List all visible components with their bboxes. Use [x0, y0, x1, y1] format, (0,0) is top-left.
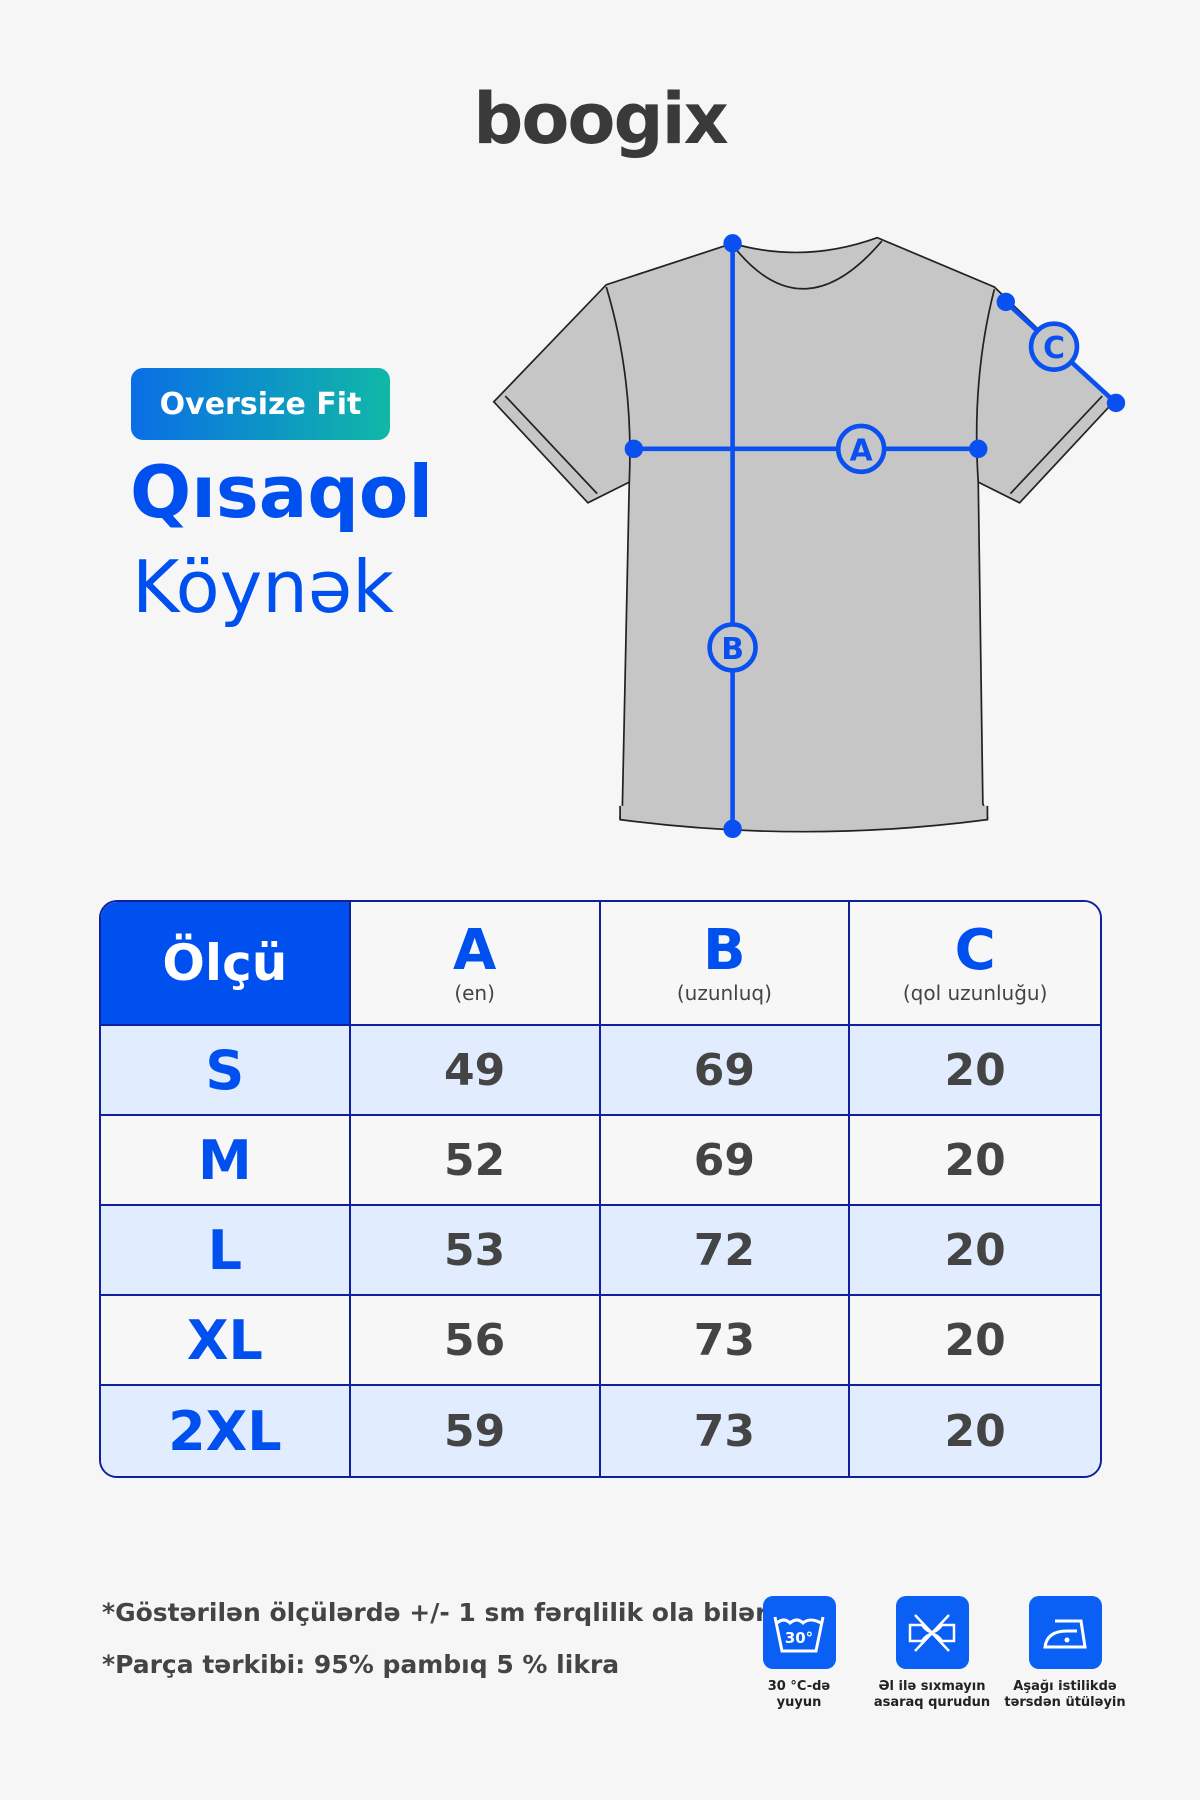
fit-badge: Oversize Fit — [131, 368, 390, 440]
cell-a: 52 — [350, 1116, 601, 1206]
table-header: Ölçü A (en) B (uzunluq) C (qol uzunluğu) — [101, 902, 1100, 1026]
label-a: A — [850, 433, 873, 468]
cell-a: 49 — [350, 1026, 601, 1116]
cell-c: 20 — [850, 1386, 1100, 1476]
care-iron: Aşağı istilikdə tərsdən ütüləyin — [990, 1596, 1140, 1711]
cell-a: 53 — [350, 1206, 601, 1296]
label-c: C — [1043, 331, 1065, 366]
size-cell: 2XL — [101, 1386, 351, 1476]
cell-c: 20 — [850, 1026, 1100, 1116]
table-row: S 49 69 20 — [101, 1026, 1100, 1116]
care-wash: 30° 30 °C-də yuyun — [724, 1596, 874, 1711]
size-header: Ölçü — [101, 902, 351, 1026]
brand-logo: boogix — [473, 78, 729, 160]
cell-c: 20 — [850, 1206, 1100, 1296]
size-cell: S — [101, 1026, 351, 1116]
cell-b: 69 — [600, 1116, 851, 1206]
col-a-header: A (en) — [350, 902, 601, 1026]
cell-c: 20 — [850, 1116, 1100, 1206]
cell-c: 20 — [850, 1296, 1100, 1386]
cell-b: 72 — [600, 1206, 851, 1296]
cell-b: 73 — [600, 1296, 851, 1386]
tshirt-body — [492, 236, 1115, 819]
product-subtitle: Köynək — [132, 545, 394, 629]
cell-a: 59 — [350, 1386, 601, 1476]
product-title: Qısaqol — [130, 450, 434, 534]
cell-b: 73 — [600, 1386, 851, 1476]
table-row: L 53 72 20 — [101, 1206, 1100, 1296]
cell-b: 69 — [600, 1026, 851, 1116]
care-wring: Əl ilə sıxmayın asaraq qurudun — [857, 1596, 1007, 1711]
table-row: M 52 69 20 — [101, 1116, 1100, 1206]
cell-a: 56 — [350, 1296, 601, 1386]
fabric-note: *Parça tərkibi: 95% pambıq 5 % likra — [102, 1650, 620, 1679]
col-b-header: B (uzunluq) — [600, 902, 851, 1026]
col-c-header: C (qol uzunluğu) — [850, 902, 1100, 1026]
size-cell: L — [101, 1206, 351, 1296]
size-cell: XL — [101, 1296, 351, 1386]
wash-30-icon: 30° — [762, 1596, 836, 1669]
iron-low-icon — [1028, 1596, 1102, 1669]
table-row: XL 56 73 20 — [101, 1296, 1100, 1386]
size-cell: M — [101, 1116, 351, 1206]
tolerance-note: *Göstərilən ölçülərdə +/- 1 sm fərqlilik… — [102, 1598, 774, 1627]
label-b: B — [721, 632, 744, 667]
svg-text:30°: 30° — [785, 1629, 813, 1647]
no-wring-icon — [895, 1596, 969, 1669]
table-row: 2XL 59 73 20 — [101, 1386, 1100, 1476]
